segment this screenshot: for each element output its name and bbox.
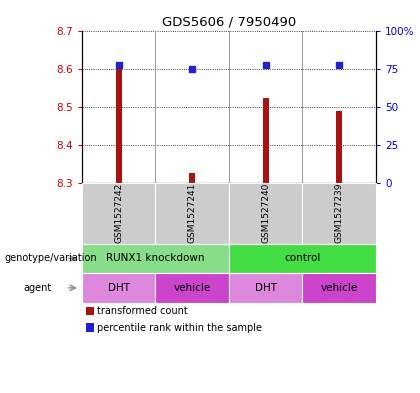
Text: transformed count: transformed count bbox=[97, 306, 187, 316]
Text: vehicle: vehicle bbox=[320, 283, 358, 293]
Text: DHT: DHT bbox=[108, 283, 130, 293]
Bar bbox=[189, 173, 195, 183]
Text: control: control bbox=[284, 253, 320, 263]
Bar bbox=[263, 97, 269, 183]
Text: GSM1527239: GSM1527239 bbox=[335, 183, 344, 243]
Title: GDS5606 / 7950490: GDS5606 / 7950490 bbox=[162, 16, 296, 29]
Text: percentile rank within the sample: percentile rank within the sample bbox=[97, 323, 262, 332]
Text: DHT: DHT bbox=[255, 283, 277, 293]
Text: vehicle: vehicle bbox=[173, 283, 211, 293]
Text: GSM1527242: GSM1527242 bbox=[114, 183, 123, 243]
Text: RUNX1 knockdown: RUNX1 knockdown bbox=[106, 253, 205, 263]
Text: agent: agent bbox=[23, 283, 51, 293]
Bar bbox=[336, 111, 342, 183]
Bar bbox=[116, 69, 122, 183]
Text: GSM1527241: GSM1527241 bbox=[188, 183, 197, 243]
Text: genotype/variation: genotype/variation bbox=[4, 253, 97, 263]
Text: GSM1527240: GSM1527240 bbox=[261, 183, 270, 243]
